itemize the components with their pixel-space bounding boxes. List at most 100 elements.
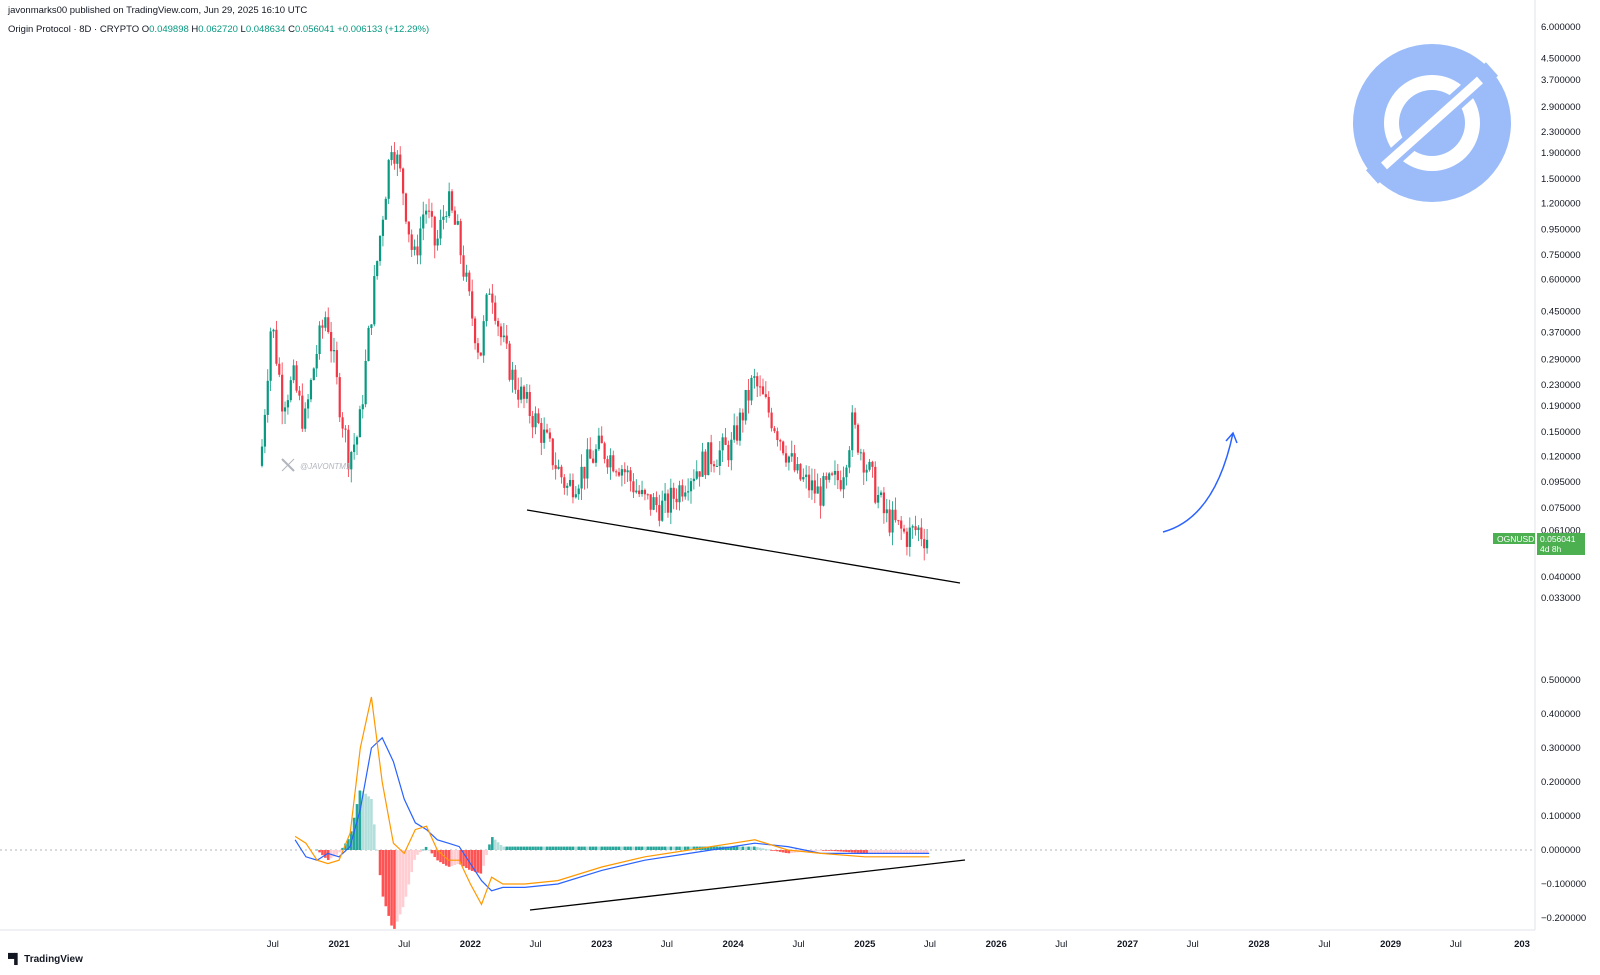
candle-body (522, 386, 526, 399)
candle-body (568, 479, 572, 486)
histogram-bar (344, 843, 347, 850)
candle-body (606, 459, 609, 468)
candle-body (384, 198, 387, 220)
histogram-bar (479, 850, 483, 874)
histogram-bar (588, 846, 592, 850)
candle-body (914, 526, 917, 531)
candle-body (879, 492, 883, 495)
candle-body (733, 425, 736, 440)
histogram-bar (908, 850, 912, 854)
candle-body (511, 369, 514, 380)
histogram-bar (528, 846, 532, 850)
histogram-bar (666, 846, 670, 850)
candle-body (473, 318, 477, 344)
symbol-legend[interactable]: Origin Protocol · 8D · CRYPTO O0.049898 … (8, 24, 429, 35)
histogram-bar (381, 850, 385, 897)
candle-body (548, 432, 552, 439)
candle-body (373, 276, 376, 325)
candle-body (597, 435, 600, 450)
histogram-bar (836, 850, 840, 852)
time-tick-label: Jul (1055, 939, 1067, 950)
price-tick-label: 1.900000 (1541, 148, 1581, 159)
price-tick-label: 0.075000 (1541, 503, 1581, 514)
histogram-bar (522, 846, 526, 850)
histogram-bar (355, 804, 359, 850)
time-tick-label: Jul (661, 939, 673, 950)
candle-body (586, 449, 589, 479)
histogram-bar (741, 846, 745, 850)
histogram-bar (891, 850, 894, 854)
candle-body (784, 453, 788, 463)
candle-body (715, 465, 719, 467)
ticker-badge[interactable]: OGNUSD 0.056041 4d 8h (1493, 533, 1585, 555)
price-tick-label: 0.750000 (1541, 250, 1581, 261)
time-axis[interactable]: Jul 2021 Jul 2022 Jul 2023 Jul 2024 Jul 2025 Jul 20… (267, 939, 1530, 950)
time-tick-label: 203 (1514, 939, 1530, 950)
candle-body (531, 416, 534, 428)
histogram-bar (427, 849, 431, 851)
candle-body (856, 424, 860, 453)
price-tick-label: 4.500000 (1541, 54, 1581, 65)
price-tick-label: 6.000000 (1541, 22, 1581, 33)
candle-body (900, 520, 903, 529)
histogram-bar (850, 850, 854, 853)
tradingview-logo-icon: ▀▌ (8, 954, 21, 965)
candle-body (537, 413, 540, 423)
candle-body (905, 531, 909, 547)
candle-body (704, 451, 707, 476)
histogram-bar (370, 799, 373, 850)
time-tick-label: Jul (398, 939, 410, 950)
histogram-bar (810, 850, 814, 851)
histogram-bar (539, 846, 543, 850)
histogram-bar (410, 850, 414, 873)
candle-body (427, 210, 431, 212)
histogram-bar (689, 846, 693, 850)
candle-body (796, 464, 799, 471)
tradingview-footer[interactable]: ▀▌ TradingView (8, 954, 83, 965)
candle-body (534, 413, 537, 428)
histogram-bar (712, 846, 716, 850)
candle-body (911, 526, 914, 528)
candle-body (833, 470, 837, 475)
open-label: O (141, 24, 150, 35)
low-value: 0.048634 (245, 24, 286, 35)
candle-body (810, 480, 814, 491)
candle-body (557, 466, 560, 469)
histogram-bar (894, 850, 897, 854)
histogram-bar (640, 846, 644, 850)
candle-body (902, 528, 906, 532)
candle-body (278, 363, 281, 375)
candle-body (920, 527, 923, 540)
candle-body (321, 325, 324, 328)
histogram-bar (882, 850, 886, 854)
candle-body (897, 520, 900, 522)
candle-body (422, 214, 425, 229)
candle-body (646, 494, 649, 496)
macd-axis[interactable]: 0.500000 0.400000 0.300000 0.200000 0.100000… (1541, 675, 1586, 924)
candle-body (401, 168, 405, 194)
candle-body (600, 435, 603, 444)
candle-body (413, 246, 416, 250)
time-tick-label: Jul (529, 939, 541, 950)
histogram-bar (715, 846, 719, 850)
macd-tick-label: −0.100000 (1541, 879, 1586, 890)
candle-body (327, 317, 330, 333)
ticker-countdown: 4d 8h (1540, 544, 1562, 554)
histogram-bar (378, 850, 382, 876)
histogram-bar (387, 850, 390, 916)
macd-tick-label: 0.300000 (1541, 743, 1581, 754)
price-tick-label: 0.450000 (1541, 306, 1581, 317)
candle-body (865, 469, 868, 473)
candle-body (347, 429, 350, 470)
time-tick-label: 2024 (723, 939, 745, 950)
macd-histogram (315, 790, 929, 929)
histogram-bar (565, 846, 569, 850)
histogram-bar (488, 844, 491, 850)
candle-body (623, 469, 626, 473)
candle-body (592, 458, 595, 463)
histogram-bar (375, 849, 379, 851)
price-axis[interactable]: 6.000000 4.500000 3.700000 2.900000 2.300000… (1541, 22, 1581, 604)
candle-body (626, 470, 629, 473)
candle-body (799, 464, 802, 480)
